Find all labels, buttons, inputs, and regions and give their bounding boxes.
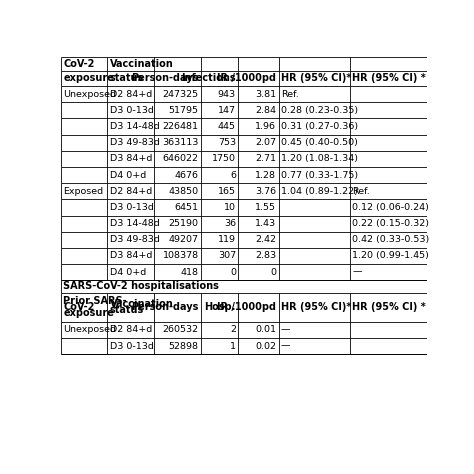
Text: 49207: 49207 <box>169 235 199 244</box>
Text: 247325: 247325 <box>163 90 199 99</box>
Text: 0.42 (0.33-0.53): 0.42 (0.33-0.53) <box>352 235 429 244</box>
Text: 2: 2 <box>230 325 236 334</box>
Text: 0.02: 0.02 <box>255 341 276 350</box>
Text: Prior SARS-: Prior SARS- <box>63 296 127 306</box>
Text: 2.84: 2.84 <box>255 106 276 115</box>
Text: 1.04 (0.89-1.22): 1.04 (0.89-1.22) <box>281 187 358 196</box>
Text: Hosp.: Hosp. <box>205 302 236 312</box>
Text: Exposed: Exposed <box>63 187 103 196</box>
Text: status: status <box>109 73 144 83</box>
Text: 25190: 25190 <box>169 219 199 228</box>
Text: status: status <box>109 305 144 315</box>
Text: 108378: 108378 <box>163 251 199 260</box>
Text: exposure: exposure <box>63 73 114 83</box>
Text: 1.20 (0.99-1.45): 1.20 (0.99-1.45) <box>352 251 429 260</box>
Text: 1.96: 1.96 <box>255 122 276 131</box>
Text: 6: 6 <box>230 171 236 180</box>
Text: IR /1000pd: IR /1000pd <box>217 73 276 83</box>
Text: 6451: 6451 <box>175 203 199 212</box>
Text: Vaccination: Vaccination <box>109 59 173 69</box>
Text: Ref.: Ref. <box>352 187 370 196</box>
Text: 943: 943 <box>218 90 236 99</box>
Text: 363113: 363113 <box>163 138 199 147</box>
Text: Ref.: Ref. <box>281 90 299 99</box>
Text: 147: 147 <box>218 106 236 115</box>
Text: 0.01: 0.01 <box>255 325 276 334</box>
Text: Unexposed: Unexposed <box>63 90 116 99</box>
Text: Vaccination: Vaccination <box>109 299 173 309</box>
Text: 1: 1 <box>230 341 236 350</box>
Text: 119: 119 <box>218 235 236 244</box>
Text: SARS-CoV-2 hospitalisations: SARS-CoV-2 hospitalisations <box>63 282 219 292</box>
Text: D3 14-48d: D3 14-48d <box>109 122 159 131</box>
Text: D2 84+d: D2 84+d <box>109 187 152 196</box>
Text: D3 0-13d: D3 0-13d <box>109 341 154 350</box>
Text: 0.28 (0.23-0.35): 0.28 (0.23-0.35) <box>281 106 358 115</box>
Text: 52898: 52898 <box>169 341 199 350</box>
Text: D3 14-48d: D3 14-48d <box>109 219 159 228</box>
Text: D4 0+d: D4 0+d <box>109 171 146 180</box>
Text: 1.55: 1.55 <box>255 203 276 212</box>
Text: 165: 165 <box>218 187 236 196</box>
Text: 0.45 (0.40-0.50): 0.45 (0.40-0.50) <box>281 138 358 147</box>
Text: HR (95% CI) *: HR (95% CI) * <box>352 302 426 312</box>
Text: D3 0-13d: D3 0-13d <box>109 106 154 115</box>
Text: 0: 0 <box>270 268 276 277</box>
Text: 0.77 (0.33-1.75): 0.77 (0.33-1.75) <box>281 171 358 180</box>
Text: 1.43: 1.43 <box>255 219 276 228</box>
Text: D4 0+d: D4 0+d <box>109 268 146 277</box>
Text: —: — <box>281 341 291 350</box>
Text: D3 49-83d: D3 49-83d <box>109 138 159 147</box>
Text: 1.28: 1.28 <box>255 171 276 180</box>
Text: HR (95% CI)*: HR (95% CI)* <box>281 302 351 312</box>
Text: D3 0-13d: D3 0-13d <box>109 203 154 212</box>
Text: 10: 10 <box>224 203 236 212</box>
Text: 4676: 4676 <box>175 171 199 180</box>
Text: 51795: 51795 <box>169 106 199 115</box>
Text: exposure: exposure <box>63 308 114 318</box>
Text: 1750: 1750 <box>212 155 236 164</box>
Text: 753: 753 <box>218 138 236 147</box>
Text: CoV-2: CoV-2 <box>63 302 94 312</box>
Text: 0.12 (0.06-0.24): 0.12 (0.06-0.24) <box>352 203 429 212</box>
Text: 2.71: 2.71 <box>255 155 276 164</box>
Text: D3 84+d: D3 84+d <box>109 155 152 164</box>
Text: 646022: 646022 <box>163 155 199 164</box>
Text: 0: 0 <box>230 268 236 277</box>
Text: Infections: Infections <box>182 73 236 83</box>
Text: 2.42: 2.42 <box>255 235 276 244</box>
Text: 307: 307 <box>218 251 236 260</box>
Text: D2 84+d: D2 84+d <box>109 325 152 334</box>
Text: 2.83: 2.83 <box>255 251 276 260</box>
Text: 2.07: 2.07 <box>255 138 276 147</box>
Text: Person-days: Person-days <box>131 73 199 83</box>
Text: 1.20 (1.08-1.34): 1.20 (1.08-1.34) <box>281 155 358 164</box>
Text: —: — <box>281 325 291 334</box>
Text: Unexposed: Unexposed <box>63 325 116 334</box>
Text: 3.76: 3.76 <box>255 187 276 196</box>
Text: Person-days: Person-days <box>131 302 199 312</box>
Text: D3 84+d: D3 84+d <box>109 251 152 260</box>
Text: HR (95% CI) *: HR (95% CI) * <box>352 73 426 83</box>
Text: D2 84+d: D2 84+d <box>109 90 152 99</box>
Text: 36: 36 <box>224 219 236 228</box>
Text: 418: 418 <box>181 268 199 277</box>
Text: CoV-2: CoV-2 <box>63 59 94 69</box>
Text: 445: 445 <box>218 122 236 131</box>
Text: 0.22 (0.15-0.32): 0.22 (0.15-0.32) <box>352 219 429 228</box>
Text: D3 49-83d: D3 49-83d <box>109 235 159 244</box>
Text: 43850: 43850 <box>169 187 199 196</box>
Text: 226481: 226481 <box>163 122 199 131</box>
Text: HR (95% CI)*: HR (95% CI)* <box>281 73 351 83</box>
Text: 3.81: 3.81 <box>255 90 276 99</box>
Text: 260532: 260532 <box>163 325 199 334</box>
Text: IR /1000pd: IR /1000pd <box>217 302 276 312</box>
Text: —: — <box>352 268 362 277</box>
Text: 0.31 (0.27-0.36): 0.31 (0.27-0.36) <box>281 122 358 131</box>
